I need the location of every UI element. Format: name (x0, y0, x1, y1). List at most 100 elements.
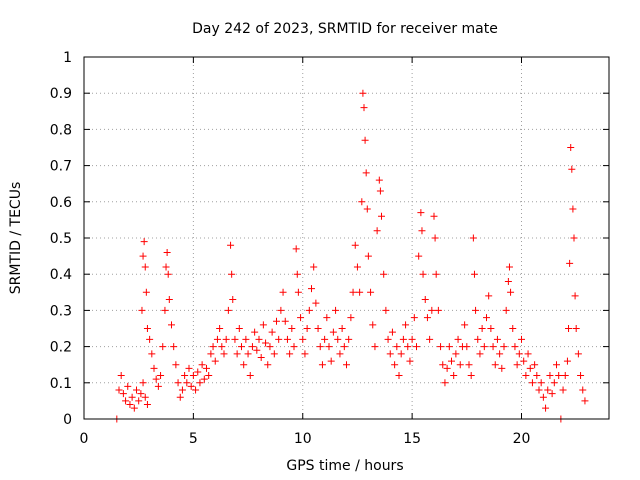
data-point (187, 382, 195, 390)
data-point (325, 343, 333, 351)
data-point (563, 357, 571, 365)
data-point (470, 270, 478, 278)
data-point (299, 335, 307, 343)
data-point (353, 263, 361, 271)
data-point (439, 361, 447, 369)
data-point (502, 306, 510, 314)
data-point (430, 212, 438, 220)
data-point (119, 390, 127, 398)
data-point (294, 288, 302, 296)
data-point (170, 343, 178, 351)
data-point (498, 364, 506, 372)
data-point (566, 259, 574, 267)
data-point (253, 346, 261, 354)
data-point (518, 335, 525, 343)
y-tick-label: 0.5 (50, 231, 72, 247)
data-point (441, 379, 449, 387)
data-point (174, 379, 182, 387)
data-point (314, 325, 322, 332)
x-tick-label: 15 (403, 431, 421, 447)
data-point (452, 350, 460, 358)
data-point (130, 404, 138, 412)
data-point (493, 335, 501, 343)
data-point (143, 325, 151, 332)
data-point (522, 372, 530, 380)
data-point (137, 390, 145, 398)
data-point (367, 288, 375, 296)
data-point (515, 350, 523, 358)
data-point (431, 234, 439, 242)
data-point (437, 343, 445, 351)
data-point (417, 209, 425, 217)
data-point (138, 306, 146, 314)
data-point (480, 343, 488, 351)
data-point (238, 343, 245, 351)
data-point (395, 372, 403, 380)
data-point (561, 372, 569, 380)
data-point (222, 335, 230, 343)
data-point (143, 401, 151, 409)
data-point (192, 386, 200, 394)
data-point (227, 241, 235, 249)
data-point (141, 263, 149, 271)
data-point (550, 379, 558, 387)
data-point (375, 176, 383, 184)
data-point (397, 350, 405, 358)
data-point (318, 361, 326, 369)
data-point (176, 393, 184, 401)
data-point (139, 252, 147, 260)
data-point (277, 306, 285, 314)
data-point (343, 361, 350, 369)
data-point (165, 296, 173, 304)
data-point (126, 401, 134, 409)
axis-ticks (83, 56, 609, 420)
data-point (211, 357, 219, 365)
data-point (489, 343, 497, 351)
x-axis-label: GPS time / hours (286, 458, 403, 474)
data-point (163, 248, 171, 256)
data-point (428, 306, 436, 314)
data-point (286, 350, 294, 358)
x-tick-label: 5 (189, 431, 198, 447)
data-point (579, 386, 587, 394)
data-point (321, 335, 329, 343)
data-point (162, 263, 170, 271)
data-point (128, 393, 136, 401)
data-point (189, 372, 197, 380)
data-point (279, 288, 287, 296)
data-point (572, 325, 580, 332)
y-tick-label: 0.6 (50, 195, 72, 211)
data-point (569, 205, 577, 213)
data-point (264, 361, 272, 369)
y-tick-label: 0.9 (50, 86, 72, 102)
data-point (509, 325, 517, 332)
data-point (467, 372, 475, 380)
data-point (246, 372, 254, 380)
data-point (248, 343, 256, 351)
data-point (257, 353, 265, 361)
data-point (154, 382, 162, 390)
data-point (209, 343, 217, 351)
data-point (273, 317, 280, 325)
data-point (363, 205, 371, 213)
data-point (283, 335, 291, 343)
data-point (216, 325, 224, 332)
data-point (544, 386, 552, 394)
data-point (445, 343, 453, 351)
data-point (281, 317, 289, 325)
data-point (418, 227, 426, 235)
data-point (356, 288, 364, 296)
data-point (410, 314, 418, 322)
data-point (491, 361, 499, 369)
data-point (218, 343, 226, 351)
data-point (329, 328, 337, 336)
y-tick-labels: 0 0.1 0.2 0.3 0.4 0.5 0.6 0.7 0.8 0.9 1 (50, 50, 72, 428)
data-point (293, 270, 301, 278)
data-point (259, 321, 267, 329)
data-point (229, 296, 237, 304)
data-point (362, 169, 370, 177)
data-point (233, 350, 241, 358)
data-point (426, 335, 434, 343)
data-point (567, 144, 575, 151)
